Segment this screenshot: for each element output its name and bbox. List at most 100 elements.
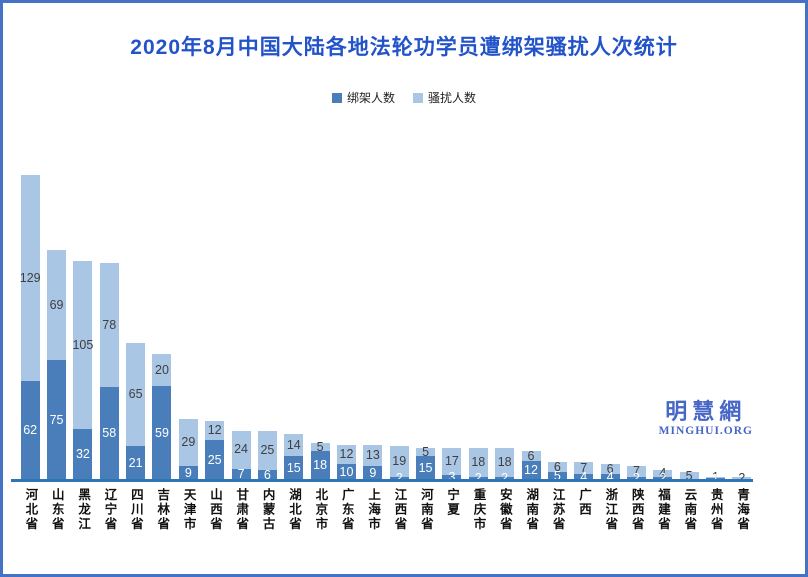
bar-segment: 20: [152, 353, 172, 386]
stacked-bar: 29 9: [178, 419, 198, 480]
bar-segment: 32: [73, 428, 93, 480]
x-axis-label: 湖北省: [287, 488, 302, 532]
x-axis-label: 山东省: [49, 488, 64, 532]
bar-segment: 7: [231, 467, 251, 482]
bar-segment: 15: [416, 456, 436, 480]
bar-group: 105 32: [70, 175, 96, 480]
bar-segment: 10: [336, 464, 356, 480]
bar-segment: 65: [126, 342, 146, 447]
bar-group: 2: [729, 175, 755, 484]
bar-segment: 5: [310, 440, 330, 455]
x-axis-label: 广西: [576, 488, 591, 517]
legend-label-harassed: 骚扰人数: [428, 91, 477, 105]
stacked-bar: 5 18: [310, 440, 330, 480]
bar-segment: 24: [231, 430, 251, 469]
bar-segment: 6: [600, 463, 620, 475]
bar-segment: 7: [574, 460, 594, 475]
stacked-bar: 65 21: [126, 342, 146, 480]
bar-segment: 21: [126, 446, 146, 480]
x-axis-label-cell: 云南省: [676, 488, 702, 558]
bar-segment: 7: [626, 463, 646, 478]
bar-segment: 4: [600, 471, 620, 483]
data-label: 4: [659, 466, 667, 481]
x-axis-label-cell: 北京市: [307, 488, 333, 558]
legend-swatch-kidnapped-icon: [331, 92, 342, 103]
x-axis-label-cell: 甘肃省: [228, 488, 254, 558]
bar-group: 13 9: [360, 175, 386, 480]
bar-segment: 3: [442, 471, 462, 483]
bar-segment: 25: [257, 430, 277, 471]
data-label: 2: [659, 472, 666, 485]
bar-group: 6 12: [518, 175, 544, 480]
bar-segment: 14: [284, 433, 304, 457]
data-label: 32: [75, 447, 90, 462]
data-label: 59: [155, 425, 169, 440]
x-axis-label-cell: 上海市: [360, 488, 386, 558]
x-axis-label-cell: 广西: [571, 488, 597, 558]
stacked-bar: 129 62: [19, 175, 41, 480]
x-axis-label: 上海市: [366, 488, 381, 532]
page-title: 2020年8月中国大陆各地法轮功学员遭绑架骚扰人次统计: [130, 36, 678, 59]
stacked-bar: 69 75: [47, 250, 67, 480]
data-label: 25: [207, 452, 222, 467]
x-axis-labels: 河北省 山东省 黑龙江 辽宁省 四川省 吉林省 天津市 山西省 甘肃省 内蒙古 湖北省 北京市 广东省上…: [17, 488, 755, 558]
data-label: 129: [19, 270, 41, 285]
bar-segment: 5: [416, 446, 436, 458]
x-axis-label-cell: 湖北省: [281, 488, 307, 558]
bar-segment: 9: [178, 465, 198, 480]
stacked-bar: 42: [653, 466, 673, 484]
bar-segment: 9: [363, 465, 383, 480]
bar-group: 182: [465, 175, 491, 484]
bar-segment: 13: [363, 444, 383, 466]
bar-segment: 2: [468, 472, 488, 484]
x-axis-label: 云南省: [682, 488, 697, 532]
bar-segment: 12: [205, 420, 225, 441]
data-label: 12: [207, 423, 222, 438]
bar-segment: 105: [72, 261, 93, 429]
x-axis-label: 甘肃省: [234, 488, 249, 532]
bar-segment: 12: [521, 460, 541, 480]
x-axis-label: 宁夏: [445, 488, 460, 517]
data-label: 7: [580, 460, 588, 475]
data-label: 5: [553, 468, 561, 483]
stacked-bar: 105 32: [72, 261, 93, 480]
data-label: 2: [396, 472, 403, 485]
bar-group: 5 18: [307, 175, 333, 480]
stacked-bar: 5 15: [416, 446, 436, 480]
stacked-bar: 14 15: [284, 433, 304, 480]
data-label: 5: [316, 440, 324, 455]
data-label: 2: [633, 472, 640, 485]
stacked-bar: 12 25: [205, 420, 225, 480]
x-axis-label: 陕西省: [629, 488, 644, 532]
legend-item-harassed: 骚扰人数: [413, 89, 476, 106]
bar-group: 25 6: [254, 175, 280, 482]
x-axis-label: 湖南省: [524, 488, 539, 532]
data-label: 75: [49, 412, 64, 427]
bar-segment: 6: [547, 461, 567, 473]
x-axis-label-cell: 黑龙江: [70, 488, 96, 558]
bar-segment: 6: [257, 467, 277, 482]
stacked-bar: 192: [389, 446, 409, 484]
data-label: 13: [365, 448, 380, 463]
stacked-bar: 17 3: [442, 448, 462, 483]
data-label: 9: [369, 465, 377, 480]
data-label: 7: [237, 467, 245, 482]
x-axis-line: [11, 479, 753, 482]
data-label: 6: [263, 467, 271, 482]
watermark-chinese: 明慧網: [665, 399, 747, 424]
x-axis-label-cell: 吉林省: [149, 488, 175, 558]
x-axis-label-cell: 福建省: [650, 488, 676, 558]
data-label: 7: [632, 463, 640, 478]
x-axis-label: 江西省: [392, 488, 407, 532]
data-label: 62: [23, 423, 38, 438]
bar-group: 24 7: [228, 175, 254, 480]
data-label: 21: [128, 455, 143, 470]
data-label: 2: [475, 472, 482, 485]
bar-segment: 2: [732, 472, 752, 484]
x-axis-label: 天津市: [181, 488, 196, 532]
bar-segment: 29: [178, 419, 198, 466]
x-axis-label-cell: 内蒙古: [254, 488, 280, 558]
